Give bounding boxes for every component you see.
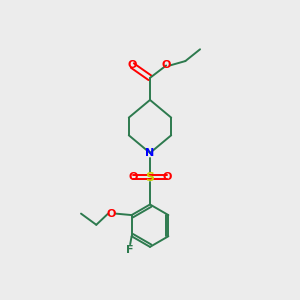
Text: F: F xyxy=(126,244,134,254)
Text: O: O xyxy=(161,61,171,70)
Text: O: O xyxy=(128,61,137,70)
Text: O: O xyxy=(162,172,172,182)
Text: O: O xyxy=(128,172,138,182)
Text: N: N xyxy=(146,148,154,158)
Text: S: S xyxy=(146,171,154,184)
Text: O: O xyxy=(107,208,116,219)
